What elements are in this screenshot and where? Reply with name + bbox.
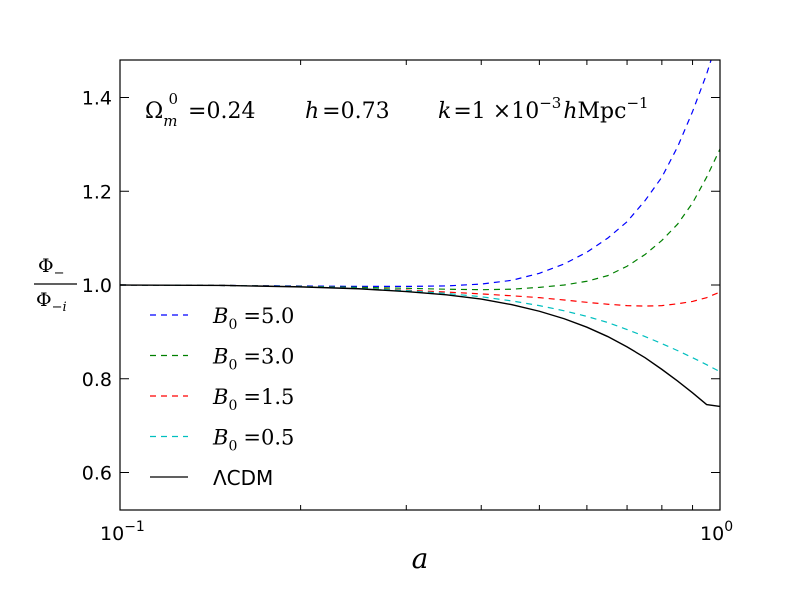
legend-label-0: B0 =5.0 — [212, 304, 294, 333]
y-tick-label: 1.2 — [82, 181, 112, 203]
legend: B0 =5.0 B0 =3.0 B0 =1.5 B0 =0.5 ΛCDM — [150, 304, 294, 490]
y-tick-label: 0.6 — [82, 463, 112, 485]
series-line-1 — [120, 148, 720, 291]
y-tick-label: 1.0 — [82, 275, 112, 297]
legend-label-1: B0 =3.0 — [212, 345, 294, 374]
legend-label-3: B0 =0.5 — [212, 426, 294, 455]
y-tick-labels: 0.6 0.8 1.0 1.2 1.4 — [82, 88, 112, 485]
y-tick-label: 1.4 — [82, 88, 112, 110]
x-tick-labels: 10−1 100 — [100, 519, 733, 545]
plot-lines — [120, 60, 720, 408]
series-line-4 — [120, 284, 720, 408]
k-annotation: k=1 ×10−3hMpc−1 — [438, 94, 649, 124]
y-tick-label: 0.8 — [82, 369, 112, 391]
axis-ticks — [119, 60, 721, 510]
parameter-annotation: Ωm0 =0.24 h =0.73 k=1 ×10−3hMpc−1 — [145, 90, 649, 130]
h-annotation: h =0.73 — [305, 99, 390, 124]
y-label-numerator: Φ− — [38, 255, 64, 281]
legend-label-4: ΛCDM — [213, 466, 273, 490]
y-label-denominator: Φ−i — [36, 289, 67, 315]
x-tick-label: 100 — [700, 519, 733, 545]
y-axis-label: Φ− Φ−i — [34, 255, 77, 315]
series-line-2 — [120, 284, 720, 307]
series-line-3 — [120, 284, 720, 373]
omega-annotation: Ωm0 =0.24 — [145, 90, 255, 130]
x-tick-label: 10−1 — [100, 519, 145, 545]
x-axis-label: a — [412, 542, 429, 575]
legend-label-2: B0 =1.5 — [212, 385, 294, 414]
